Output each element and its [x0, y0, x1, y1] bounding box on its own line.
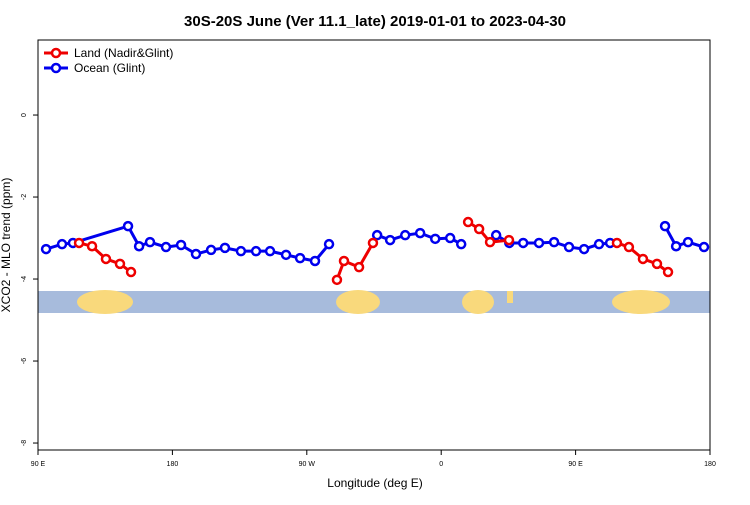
point	[133, 240, 145, 252]
point	[264, 245, 276, 257]
point	[578, 243, 590, 255]
point	[160, 241, 172, 253]
point	[309, 255, 321, 267]
point	[175, 239, 187, 251]
point	[637, 253, 649, 265]
point	[662, 266, 674, 278]
x-tick-label: 0	[439, 461, 443, 468]
point	[122, 220, 134, 232]
x-axis-label: Longitude (deg E)	[327, 476, 422, 490]
point	[455, 238, 467, 250]
legend-marker	[50, 62, 62, 74]
plot-frame	[37, 39, 711, 451]
point	[73, 237, 85, 249]
point	[144, 236, 156, 248]
point	[353, 261, 365, 273]
point	[205, 244, 217, 256]
point	[623, 241, 635, 253]
point	[384, 234, 396, 246]
point	[294, 252, 306, 264]
point	[190, 248, 202, 260]
y-axis-label: XCO2 - MLO trend (ppm)	[0, 178, 13, 313]
y-tick-label: -2	[21, 194, 28, 200]
point	[100, 253, 112, 265]
point	[563, 241, 575, 253]
legend-marker	[50, 47, 62, 59]
legend-label: Land (Nadir&Glint)	[74, 46, 173, 60]
point	[40, 243, 52, 255]
point	[484, 236, 496, 248]
y-tick-label: -4	[21, 276, 28, 282]
point	[533, 237, 545, 249]
point	[280, 249, 292, 261]
point	[331, 274, 343, 286]
point	[114, 258, 126, 270]
point	[659, 220, 671, 232]
legend-label: Ocean (Glint)	[74, 61, 145, 75]
point	[399, 229, 411, 241]
point	[86, 240, 98, 252]
point	[651, 258, 663, 270]
point	[548, 236, 560, 248]
point	[670, 240, 682, 252]
point	[235, 245, 247, 257]
point	[367, 237, 379, 249]
point	[503, 234, 515, 246]
point	[682, 236, 694, 248]
point	[473, 223, 485, 235]
point	[219, 242, 231, 254]
point	[429, 233, 441, 245]
y-tick-label: 0	[21, 113, 28, 117]
point	[414, 227, 426, 239]
y-tick-label: -8	[21, 440, 28, 446]
x-tick-label: 180	[167, 461, 179, 468]
point	[490, 229, 502, 241]
point	[338, 255, 350, 267]
point	[611, 237, 623, 249]
point	[698, 241, 710, 253]
point	[444, 232, 456, 244]
point	[462, 216, 474, 228]
x-tick-label: 90 E	[568, 461, 583, 468]
point	[371, 229, 383, 241]
x-tick-label: 180	[704, 461, 716, 468]
point	[323, 238, 335, 250]
point	[517, 237, 529, 249]
x-tick-label: 90 E	[31, 461, 46, 468]
point	[250, 245, 262, 257]
point	[125, 266, 137, 278]
land-sea-strip	[38, 290, 710, 314]
chart-title: 30S-20S June (Ver 11.1_late) 2019-01-01 …	[184, 13, 566, 30]
point	[593, 238, 605, 250]
point	[56, 238, 68, 250]
x-tick-label: 90 W	[299, 461, 316, 468]
y-tick-label: -6	[21, 358, 28, 364]
